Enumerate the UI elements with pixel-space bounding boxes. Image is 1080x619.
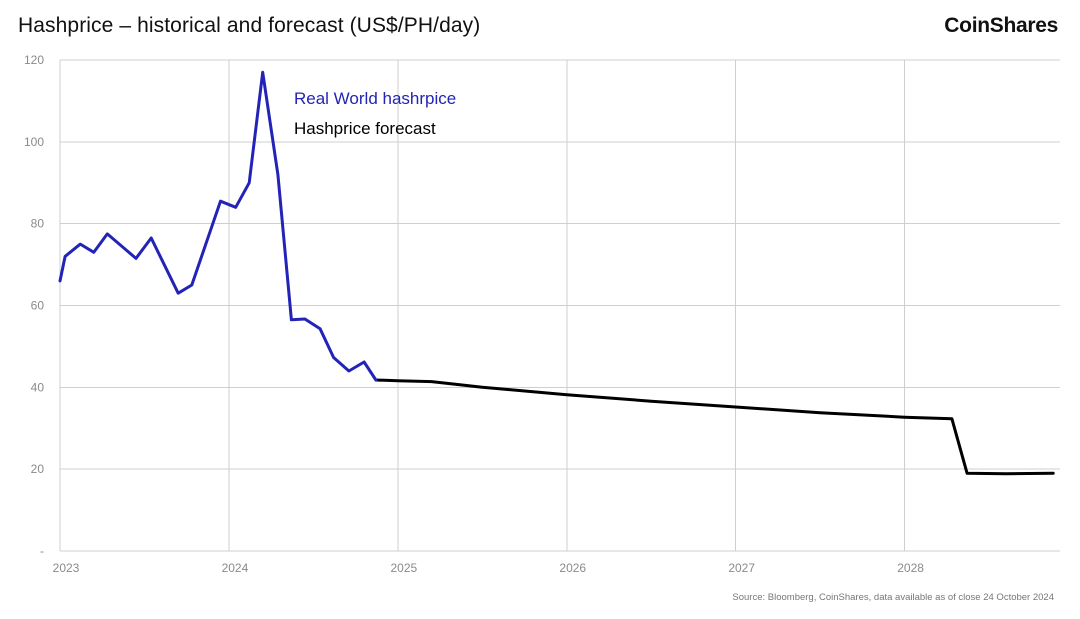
grid-layer [59,59,1060,552]
legend-item-historical: Real World hashrpice [294,89,456,108]
series-line-historical [58,70,378,382]
source-note: Source: Bloomberg, CoinShares, data avai… [732,592,1054,603]
y-tick-label: 80 [31,217,45,231]
y-tick-label: 60 [31,299,45,313]
series-layer [58,70,1055,476]
y-tick-label: 20 [31,462,45,476]
legend-item-forecast: Hashprice forecast [294,119,436,138]
series-line-forecast [374,378,1055,476]
x-tick-label: 2028 [897,561,924,575]
y-tick-label: - [40,544,44,558]
y-tick-label: 40 [31,380,45,394]
legend: Real World hashrpice Hashprice forecast [294,89,456,138]
y-tick-label: 100 [24,135,44,149]
x-tick-label: 2025 [390,561,417,575]
y-tick-label: 120 [24,53,44,67]
x-tick-label: 2026 [559,561,586,575]
x-tick-label: 2027 [728,561,755,575]
brand-logo: CoinShares [944,14,1058,37]
x-tick-label: 2024 [222,561,249,575]
tick-labels: - 20 40 60 80 100 120 2023 2024 2025 2026 2027 2028 [24,53,924,575]
chart-title: Hashprice – historical and forecast (US$… [18,14,481,37]
x-tick-label: 2023 [53,561,80,575]
